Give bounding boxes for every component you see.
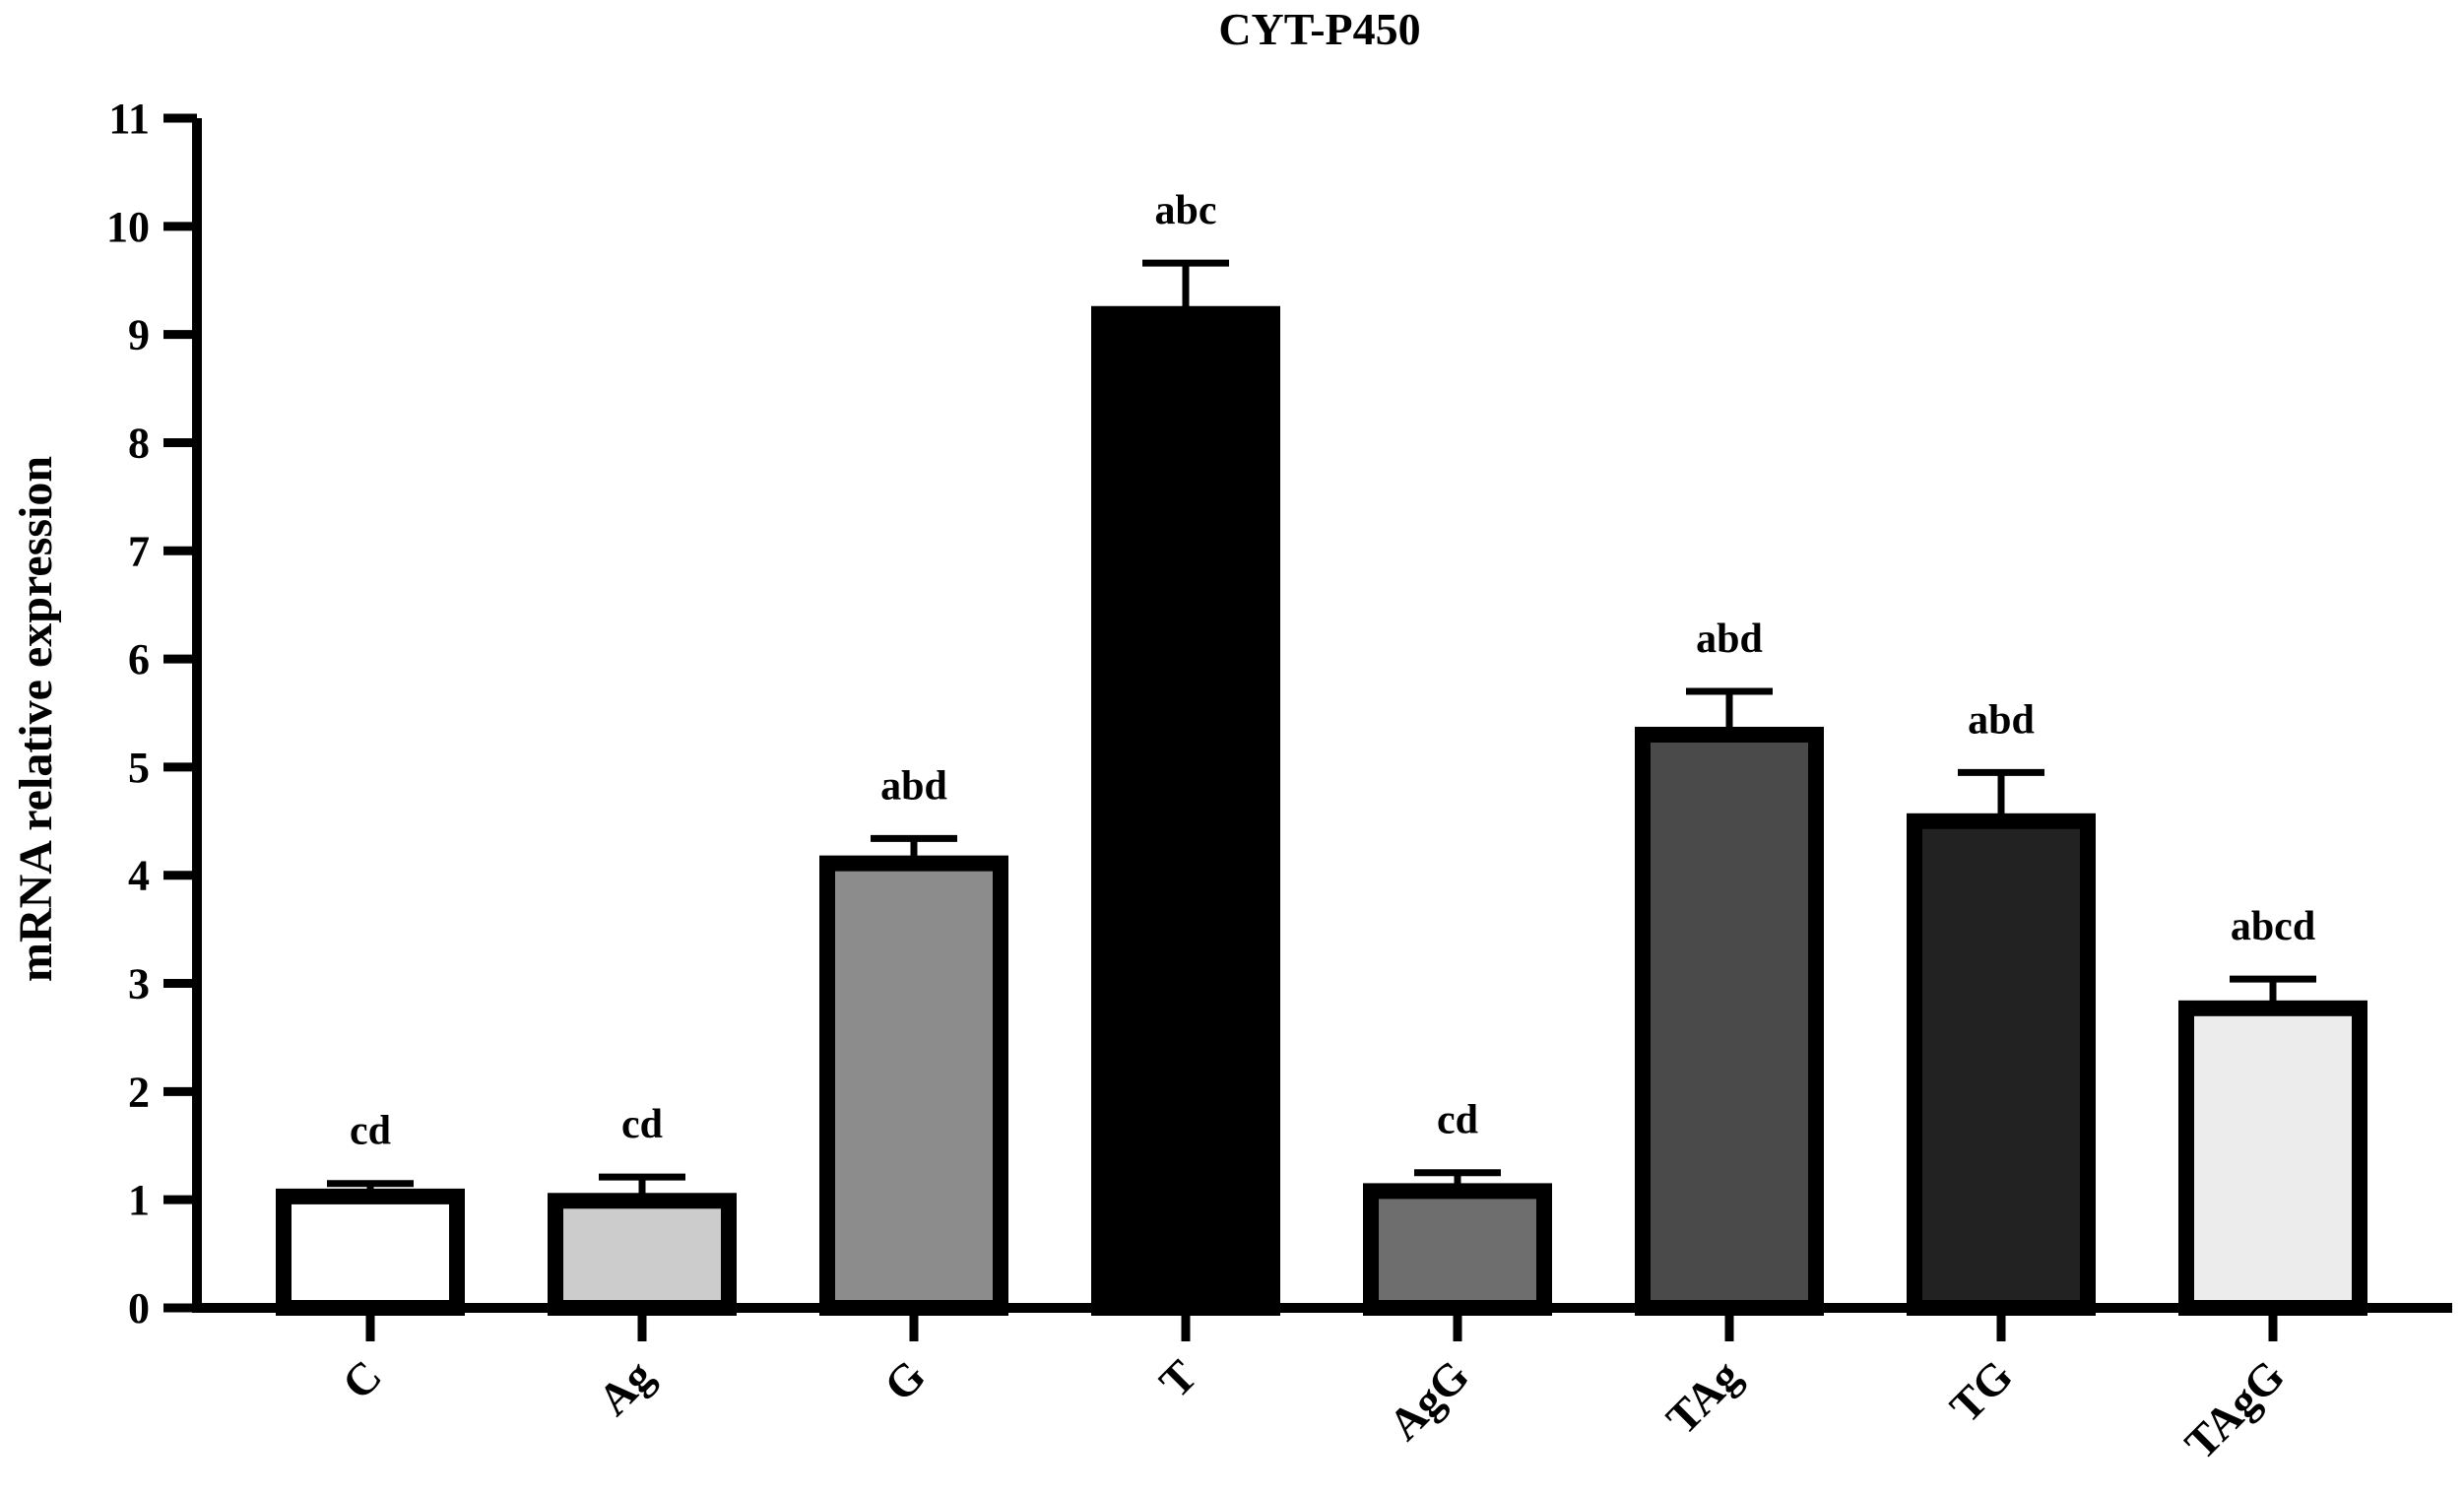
significance-label: abd [1696,617,1763,662]
bar [548,1193,737,1317]
x-axis-ticks: C Ag G T AgG TAg TG TAgG [333,1308,2294,1468]
significance-label: abd [880,763,947,809]
y-tick-label: 5 [128,744,150,792]
x-tick-label: AgG [1379,1350,1478,1450]
axes [192,118,2452,1313]
y-tick-label: 3 [128,960,150,1008]
y-tick-label: 7 [128,527,150,575]
bar [276,1188,465,1317]
y-tick-label: 11 [108,95,150,143]
x-tick-label: T [1149,1350,1206,1407]
x-tick-label: TAg [1656,1350,1750,1444]
y-tick-label: 10 [106,203,150,251]
y-tick-label: 1 [128,1176,150,1224]
bar [2178,1000,2367,1316]
y-tick-label: 8 [128,419,150,467]
bars [276,305,2367,1317]
bar [1363,1183,1552,1316]
x-tick-label: G [875,1350,935,1410]
y-tick-label: 2 [128,1068,150,1116]
significance-label: abcd [2231,904,2315,949]
y-tick-label: 9 [128,311,150,359]
bar [1635,726,1824,1316]
x-tick-label: TAgG [2175,1350,2294,1468]
significance-label: abd [1968,697,2035,743]
bar [1091,305,1280,1316]
x-tick-label: Ag [588,1350,663,1425]
y-tick-label: 4 [128,852,150,900]
x-tick-label: C [333,1350,392,1409]
x-tick-label: TG [1940,1350,2022,1432]
y-axis-ticks: 0 1 2 3 4 5 6 7 8 9 10 11 [106,95,197,1332]
y-axis-label: mRNA relative expression [10,456,62,982]
significance-label: abc [1155,188,1217,233]
y-tick-label: 6 [128,635,150,683]
significance-label: cd [621,1102,663,1147]
error-bars [327,259,2316,1202]
significance-labels: cd cd abd abc cd abd abd abcd [350,188,2315,1154]
y-tick-label: 0 [128,1284,150,1332]
chart-title: CYT-P450 [1218,4,1420,54]
bar [819,855,1008,1316]
bar [1907,812,2096,1316]
significance-label: cd [350,1109,391,1154]
significance-label: cd [1437,1098,1478,1143]
